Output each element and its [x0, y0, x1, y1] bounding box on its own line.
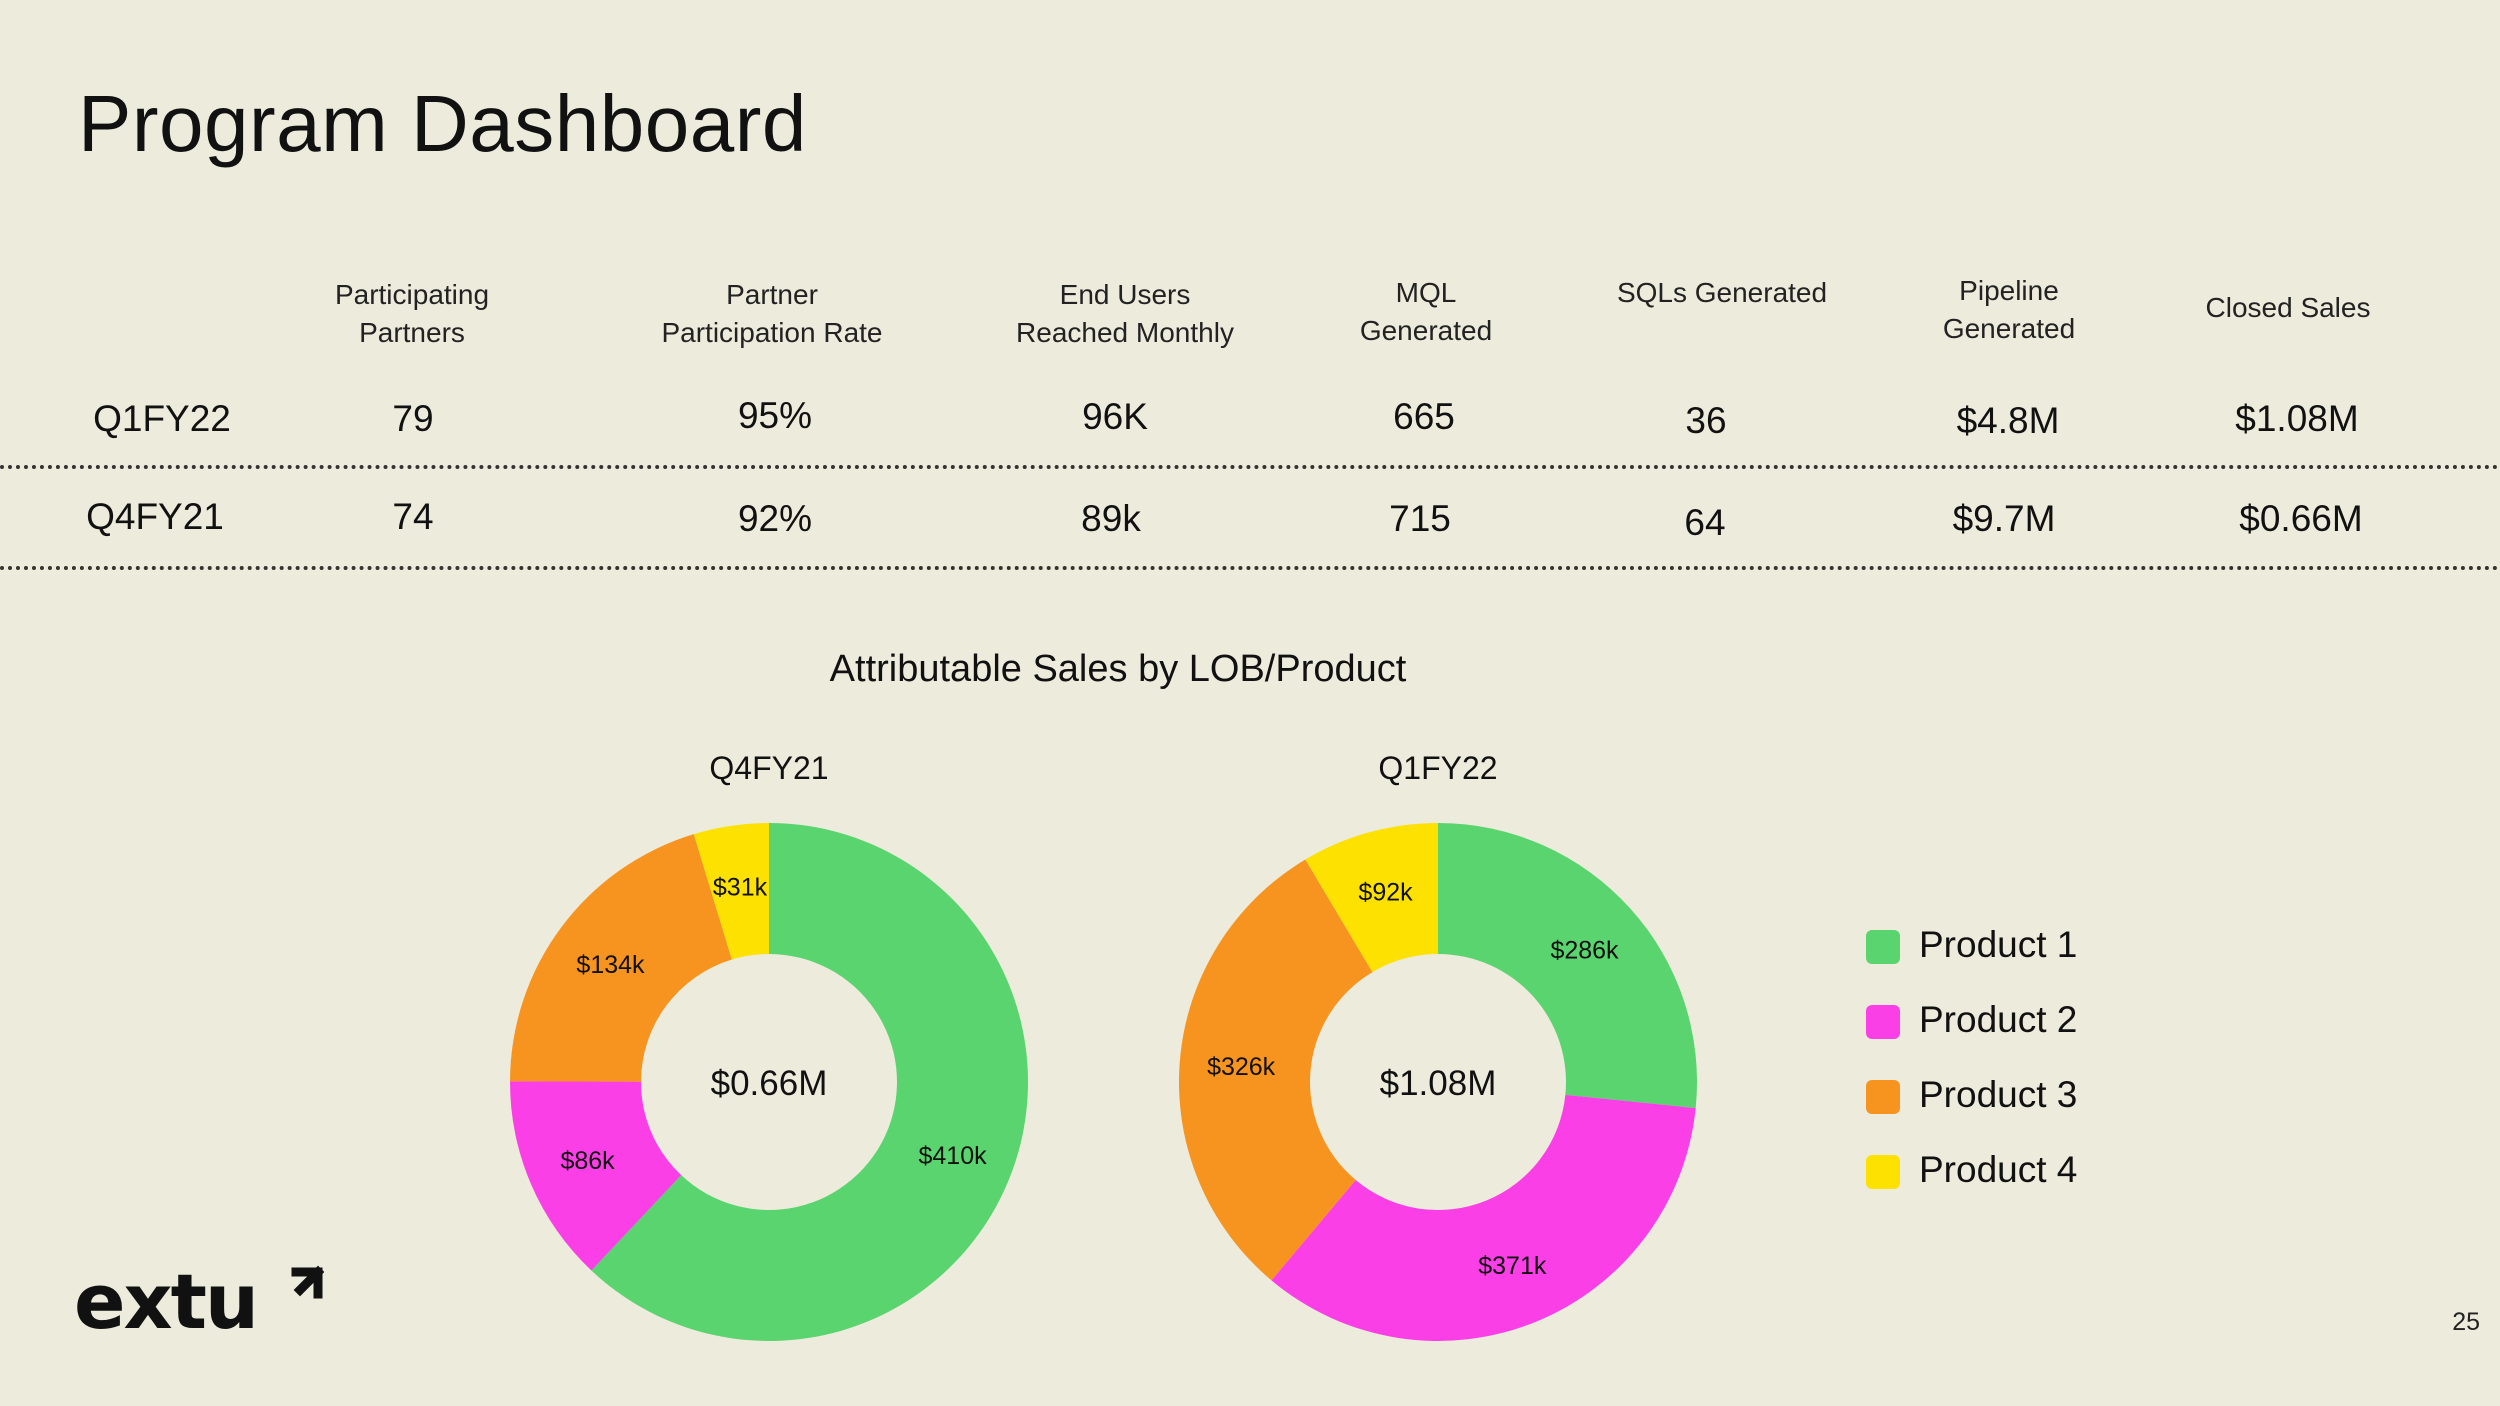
legend-swatch: [1866, 1005, 1900, 1039]
metric-value: $0.66M: [2239, 498, 2363, 539]
legend-swatch: [1866, 930, 1900, 964]
header-line: Partners: [359, 317, 465, 348]
donut-center-total: $0.66M: [711, 1064, 828, 1103]
metric-value: 64: [1684, 502, 1726, 543]
header-line: MQL: [1395, 277, 1457, 308]
slice-value-label: $134k: [576, 951, 645, 979]
header-pipeline-generated: Pipeline Generated: [1829, 272, 2189, 348]
slice-value-label: $92k: [1358, 879, 1413, 907]
row-label-q4fy21: Q4FY21: [86, 496, 224, 537]
metric-value: 79: [392, 398, 434, 439]
header-line: Generated: [1359, 315, 1493, 346]
metric-value: 74: [392, 496, 434, 537]
svg-text:extu: extu: [74, 1262, 257, 1342]
slice-value-label: $410k: [919, 1142, 988, 1170]
slice-value-label: $371k: [1478, 1252, 1547, 1280]
donut-slice-q4fy21-3: [510, 834, 732, 1082]
row-separator: [0, 566, 2500, 570]
metric-value: 665: [1393, 396, 1455, 437]
pie-title-q1fy22: Q1FY22: [1378, 750, 1498, 786]
metric-value: 89k: [1081, 498, 1141, 539]
donut-slice-q4fy21-4: [693, 823, 769, 960]
legend-label: Product 2: [1919, 999, 2078, 1040]
metric-value: 715: [1389, 498, 1451, 539]
metric-value: 95%: [737, 395, 813, 436]
header-line: Pipeline: [1959, 275, 2059, 306]
page-number: 25: [2452, 1308, 2480, 1336]
header-line: Generated: [1942, 313, 2076, 344]
row-label-q1fy22: Q1FY22: [93, 398, 231, 439]
logo-wordmark: extu: [74, 1257, 325, 1346]
metric-value: $4.8M: [1956, 400, 2060, 441]
legend-item-product-4: Product 4: [1866, 1149, 2206, 1191]
header-line: SQLs Generated: [1616, 277, 1828, 308]
donut-slice-q1fy22-1: [1438, 823, 1697, 1109]
slice-value-label: $286k: [1550, 937, 1619, 965]
legend-item-product-2: Product 2: [1866, 999, 2206, 1041]
metric-value: $9.7M: [1952, 498, 2056, 539]
slice-value-label: $86k: [560, 1147, 615, 1175]
donut-slice-q1fy22-2: [1271, 1094, 1696, 1341]
metric-value: $1.08M: [2235, 398, 2359, 439]
header-participating-partners: Participating Partners: [232, 276, 592, 352]
header-line: End Users: [1059, 279, 1191, 310]
legend-item-product-3: Product 3: [1866, 1074, 2206, 1116]
legend-label: Product 3: [1919, 1074, 2078, 1115]
legend-item-product-1: Product 1: [1866, 924, 2206, 966]
header-end-users: End Users Reached Monthly: [945, 276, 1305, 352]
header-line: Partner: [726, 279, 818, 310]
header-line: Closed Sales: [2205, 292, 2371, 323]
pie-title-q4fy21: Q4FY21: [709, 750, 829, 786]
header-sqls-generated: SQLs Generated: [1542, 274, 1902, 312]
donut-slice-q1fy22-3: [1178, 859, 1373, 1281]
legend-label: Product 1: [1919, 924, 2078, 965]
extu-logo: extu: [74, 1257, 325, 1347]
metric-value: 96K: [1082, 396, 1148, 437]
legend-label: Product 4: [1919, 1149, 2078, 1190]
header-line: Participating: [334, 279, 490, 310]
page-title: Program Dashboard: [78, 79, 807, 168]
header-participation-rate: Partner Participation Rate: [592, 276, 952, 352]
legend-swatch: [1866, 1080, 1900, 1114]
donut-slice-q4fy21-2: [510, 1081, 682, 1271]
slice-value-label: $326k: [1207, 1053, 1276, 1081]
slice-value-label: $31k: [713, 874, 768, 902]
metric-value: 36: [1685, 400, 1727, 441]
header-line: Participation Rate: [661, 317, 883, 348]
donut-center-total: $1.08M: [1380, 1064, 1497, 1103]
header-line: Reached Monthly: [1016, 317, 1234, 348]
legend-swatch: [1866, 1155, 1900, 1189]
chart-title: Attributable Sales by LOB/Product: [829, 648, 1407, 690]
header-mql-generated: MQL Generated: [1246, 274, 1606, 350]
row-separator: [0, 465, 2500, 469]
header-closed-sales: Closed Sales: [2108, 289, 2468, 327]
donut-slice-q4fy21-1: [591, 823, 1028, 1342]
metric-value: 92%: [737, 498, 813, 539]
donut-slice-q1fy22-4: [1305, 823, 1438, 973]
